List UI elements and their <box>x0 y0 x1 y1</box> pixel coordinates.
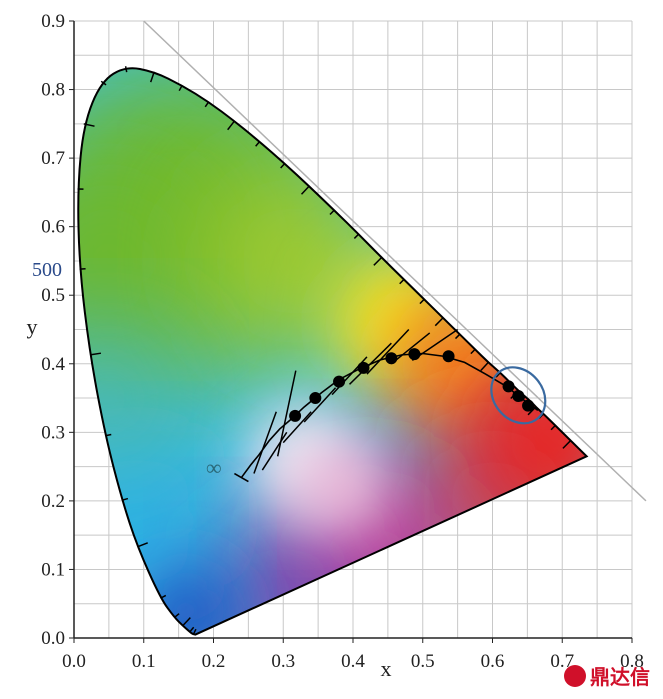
y-tick-label: 0.2 <box>41 491 65 512</box>
isotemperature-line <box>390 332 431 365</box>
wavelength-tick <box>434 317 444 327</box>
highlight-ellipse <box>490 366 547 425</box>
gamut-color-region <box>130 555 241 635</box>
wavelength-tick <box>182 617 191 627</box>
y-tick-label: 0.3 <box>41 422 65 443</box>
wavelength-tick <box>160 594 167 599</box>
y-tick-label: 0.4 <box>41 354 65 375</box>
reference-line-segment <box>143 20 647 502</box>
isotemperature-line <box>282 411 312 444</box>
wavelength-tick <box>83 123 95 127</box>
watermark-logo-icon <box>564 665 586 687</box>
y-tick-label: 0.8 <box>41 80 65 101</box>
data-point <box>512 389 525 402</box>
wavelength-tick <box>204 101 210 108</box>
wavelength-tick <box>419 298 425 305</box>
wavelength-tick <box>100 80 107 86</box>
isotemperature-line <box>261 431 288 471</box>
x-tick-label: 0.8 <box>620 651 644 672</box>
wavelength-tick <box>280 163 286 169</box>
data-point <box>442 350 455 363</box>
y-tick-label: 0.1 <box>41 559 65 580</box>
isotemperature-line <box>303 387 337 423</box>
x-tick-label: 0.3 <box>271 651 295 672</box>
data-point <box>333 375 346 388</box>
reference-line <box>143 20 647 502</box>
data-point <box>408 348 421 361</box>
wavelength-tick <box>255 141 261 147</box>
wavelength-tick <box>173 613 180 619</box>
axes: 0.0 0.1 0.2 0.3 0.4 0.5 0.6 0.7 0.8 0.0 0.1 0.2 0.3 0… <box>41 11 644 672</box>
data-point <box>385 352 398 365</box>
gamut-color-region <box>294 442 385 533</box>
data-point <box>502 380 515 393</box>
wavelength-tick <box>373 256 383 266</box>
x-tick-label: 0.5 <box>411 651 435 672</box>
wavelength-label: 500 <box>32 259 62 281</box>
x-tick-label: 0.6 <box>481 651 505 672</box>
x-tick-label: 0.1 <box>132 651 156 672</box>
wavelength-tick <box>353 233 360 239</box>
wavelength-tick <box>495 372 501 378</box>
data-point <box>309 392 322 405</box>
wavelength-tick <box>178 85 183 92</box>
gamut-color-region <box>78 150 219 371</box>
isotemperature-line <box>348 342 392 385</box>
isotemperature-line <box>276 370 297 457</box>
wavelength-tick <box>149 71 155 83</box>
y-tick-label: 0.6 <box>41 217 65 238</box>
wavelength-tick <box>89 352 102 356</box>
gamut-color-region <box>78 451 207 592</box>
wavelength-tick <box>192 628 197 635</box>
wavelength-tick <box>470 348 476 355</box>
x-tick-label: 0.4 <box>341 651 365 672</box>
labels: x y 500 ∞ <box>27 259 392 681</box>
wavelength-tick <box>550 424 556 431</box>
x-tick-label: 0.0 <box>62 651 86 672</box>
y-tick-label: 0.9 <box>41 11 65 32</box>
wavelength-tick <box>300 185 310 195</box>
wavelength-tick <box>454 333 461 340</box>
planckian-end-cap <box>234 472 249 483</box>
watermark: 鼎达信 <box>564 665 650 689</box>
isotemperature-line <box>253 411 277 474</box>
wavelength-tick <box>227 120 236 131</box>
data-point <box>357 361 370 374</box>
x-tick-label: 0.2 <box>202 651 226 672</box>
isotemperature-line <box>366 328 410 375</box>
wavelength-tick <box>329 209 335 216</box>
wavelength-tick <box>124 66 128 73</box>
wavelength-tick <box>121 497 129 501</box>
y-tick-label: 0.5 <box>41 285 65 306</box>
data-point <box>522 399 535 412</box>
gamut-color-region <box>78 328 179 469</box>
y-tick-label: 0.7 <box>41 148 65 169</box>
infinity-label: ∞ <box>206 455 222 480</box>
y-tick-label: 0.0 <box>41 628 65 649</box>
wavelength-tick <box>399 278 405 285</box>
wavelength-tick <box>137 542 148 548</box>
watermark-text: 鼎达信 <box>590 665 650 689</box>
data-point <box>289 409 302 422</box>
y-axis-title: y <box>27 314 38 339</box>
wavelength-tick <box>480 361 489 371</box>
wavelength-tick <box>562 440 572 449</box>
x-axis-title: x <box>381 656 392 681</box>
wavelength-tick <box>189 626 195 633</box>
data-points <box>289 348 547 425</box>
x-tick-label: 0.7 <box>550 651 574 672</box>
wavelength-tick <box>105 433 112 437</box>
